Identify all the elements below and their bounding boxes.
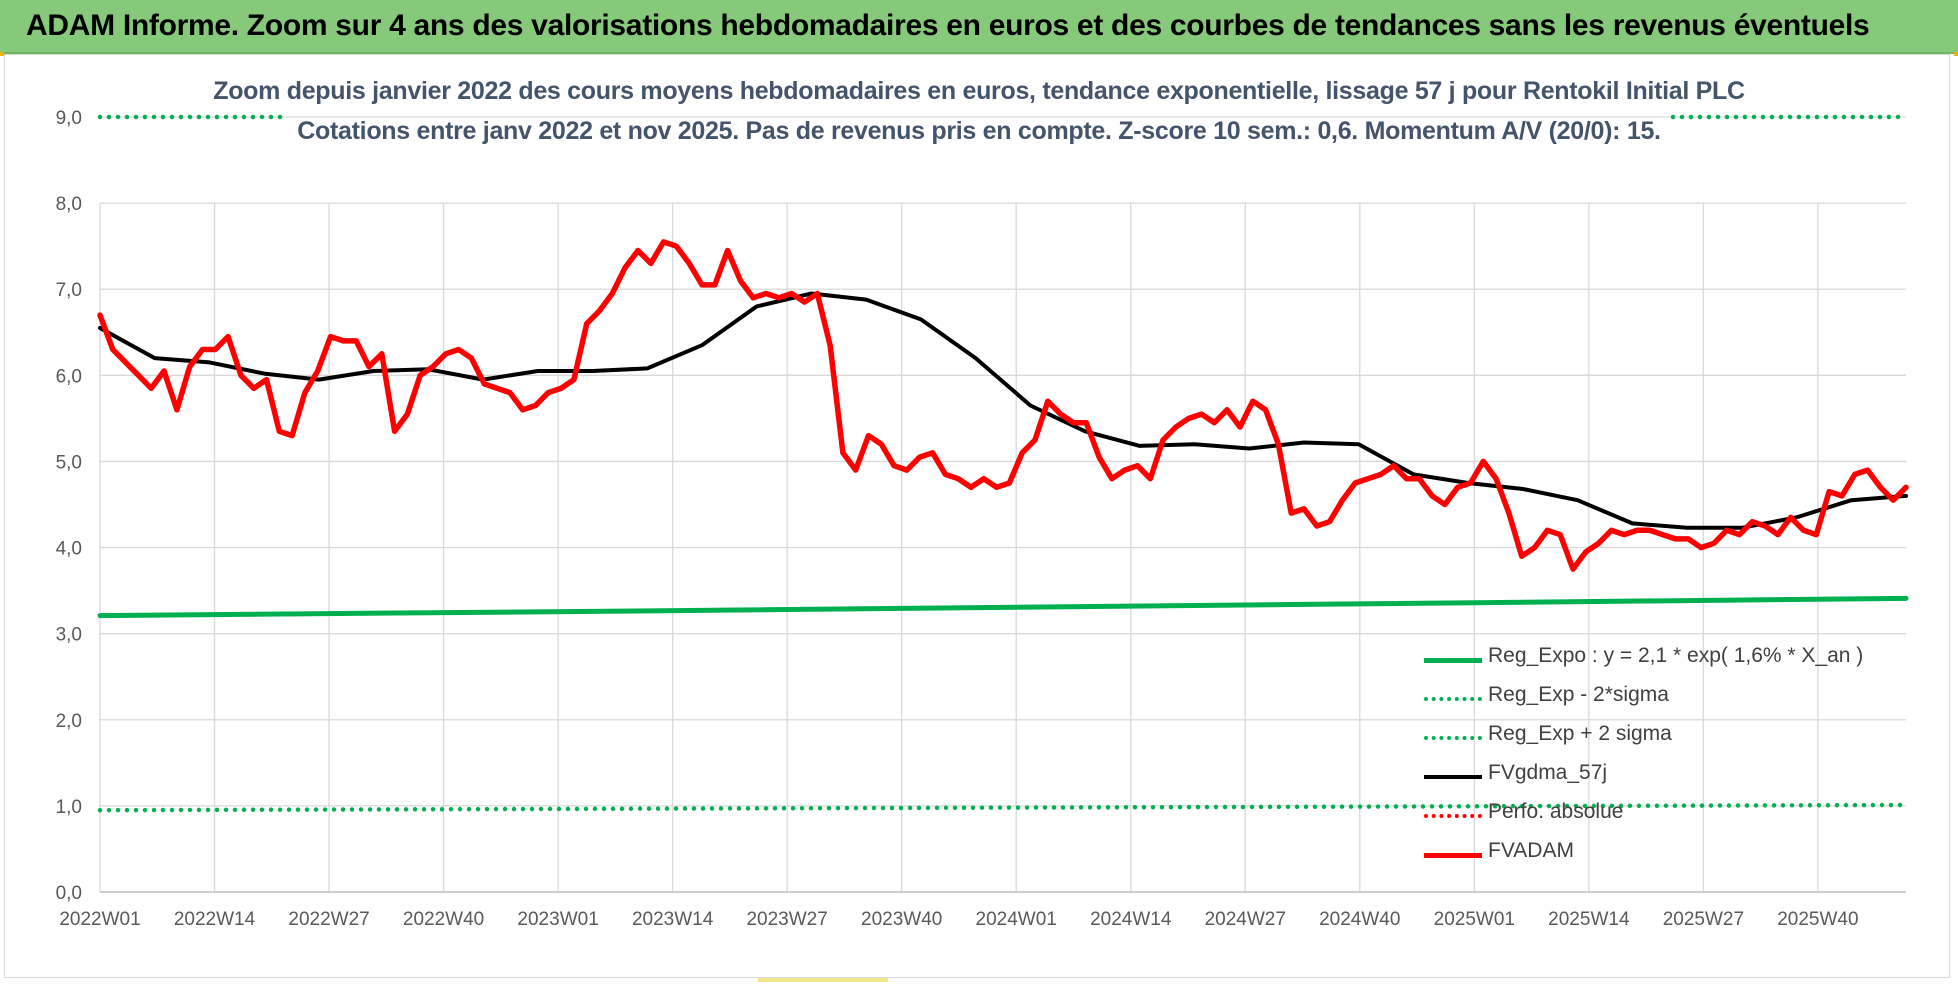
y-tick-label: 4,0 xyxy=(56,539,82,560)
y-tick-label: 0,0 xyxy=(56,883,82,904)
legend-item: Reg_Expo : y = 2,1 * exp( 1,6% * X_an ) xyxy=(1424,641,1863,680)
legend-item: FVADAM xyxy=(1424,836,1844,875)
y-tick-label: 9,0 xyxy=(56,108,82,129)
chart-frame xyxy=(4,54,1950,978)
series-line-1 xyxy=(97,802,1909,813)
frame-corner-right xyxy=(1954,52,1958,56)
legend-item: Reg_Exp + 2 sigma xyxy=(1424,719,1844,758)
y-axis-ticks: 0,0 1,0 2,0 3,0 4,0 5,0 6,0 7,0 8,0 9,0 xyxy=(56,108,82,904)
x-tick-label: 2023W27 xyxy=(746,909,827,930)
x-tick-label: 2025W14 xyxy=(1548,909,1630,930)
series-line-3 xyxy=(98,291,1908,530)
frame-corner-left xyxy=(0,52,4,56)
y-tick-label: 1,0 xyxy=(56,797,82,818)
legend-swatch xyxy=(1424,853,1482,858)
x-tick-label: 2025W40 xyxy=(1777,909,1858,930)
legend-label: Reg_Expo : y = 2,1 * exp( 1,6% * X_an ) xyxy=(1488,644,1864,667)
x-axis-ticks: 2022W01 2022W14 2022W27 2022W40 2023W01 2023W… xyxy=(59,909,1858,930)
legend-label: Perfo. absolue xyxy=(1488,800,1624,823)
legend-swatch xyxy=(1424,658,1482,663)
chart-legend: Reg_Expo : y = 2,1 * exp( 1,6% * X_an ) R… xyxy=(1424,641,1863,875)
x-tick-label: 2022W14 xyxy=(174,909,256,930)
y-tick-label: 7,0 xyxy=(56,280,82,301)
chart-subtitle: Cotations entre janv 2022 et nov 2025. P… xyxy=(297,117,1661,145)
y-tick-label: 5,0 xyxy=(56,452,82,473)
x-tick-label: 2023W01 xyxy=(517,909,598,930)
x-tick-label: 2024W40 xyxy=(1319,909,1400,930)
x-tick-label: 2024W01 xyxy=(976,909,1057,930)
legend-swatch xyxy=(1424,697,1482,701)
x-tick-label: 2024W14 xyxy=(1090,909,1172,930)
legend-item: FVgdma_57j xyxy=(1424,758,1844,797)
legend-swatch xyxy=(1424,736,1482,740)
y-tick-label: 8,0 xyxy=(56,194,82,215)
report-title: ADAM Informe. Zoom sur 4 ans des valoris… xyxy=(26,9,1870,42)
x-tick-label: 2025W01 xyxy=(1434,909,1515,930)
y-tick-label: 3,0 xyxy=(56,625,82,646)
legend-swatch xyxy=(1424,775,1482,779)
legend-item: Perfo. absolue xyxy=(1424,797,1844,836)
legend-label: FVgdma_57j xyxy=(1488,761,1608,784)
y-tick-label: 6,0 xyxy=(56,366,82,387)
x-tick-label: 2023W14 xyxy=(632,909,714,930)
x-tick-label: 2022W01 xyxy=(59,909,140,930)
series-lines xyxy=(97,114,1909,813)
legend-item: Reg_Exp - 2*sigma xyxy=(1424,680,1844,719)
x-tick-label: 2022W40 xyxy=(403,909,484,930)
series-line-5 xyxy=(97,239,1909,572)
y-tick-label: 2,0 xyxy=(56,711,82,732)
series-line-0 xyxy=(97,595,1909,619)
x-tick-label: 2024W27 xyxy=(1205,909,1286,930)
x-tick-label: 2022W27 xyxy=(288,909,369,930)
x-tick-label: 2025W27 xyxy=(1663,909,1744,930)
x-tick-label: 2023W40 xyxy=(861,909,942,930)
sheet-tab-marker xyxy=(758,978,888,982)
report-banner: ADAM Informe. Zoom sur 4 ans des valoris… xyxy=(0,0,1958,54)
chart-title: Zoom depuis janvier 2022 des cours moyen… xyxy=(213,77,1745,105)
legend-swatch xyxy=(1424,814,1482,818)
legend-label: Reg_Exp - 2*sigma xyxy=(1488,683,1669,706)
legend-label: Reg_Exp + 2 sigma xyxy=(1488,722,1672,745)
legend-label: FVADAM xyxy=(1488,839,1574,862)
